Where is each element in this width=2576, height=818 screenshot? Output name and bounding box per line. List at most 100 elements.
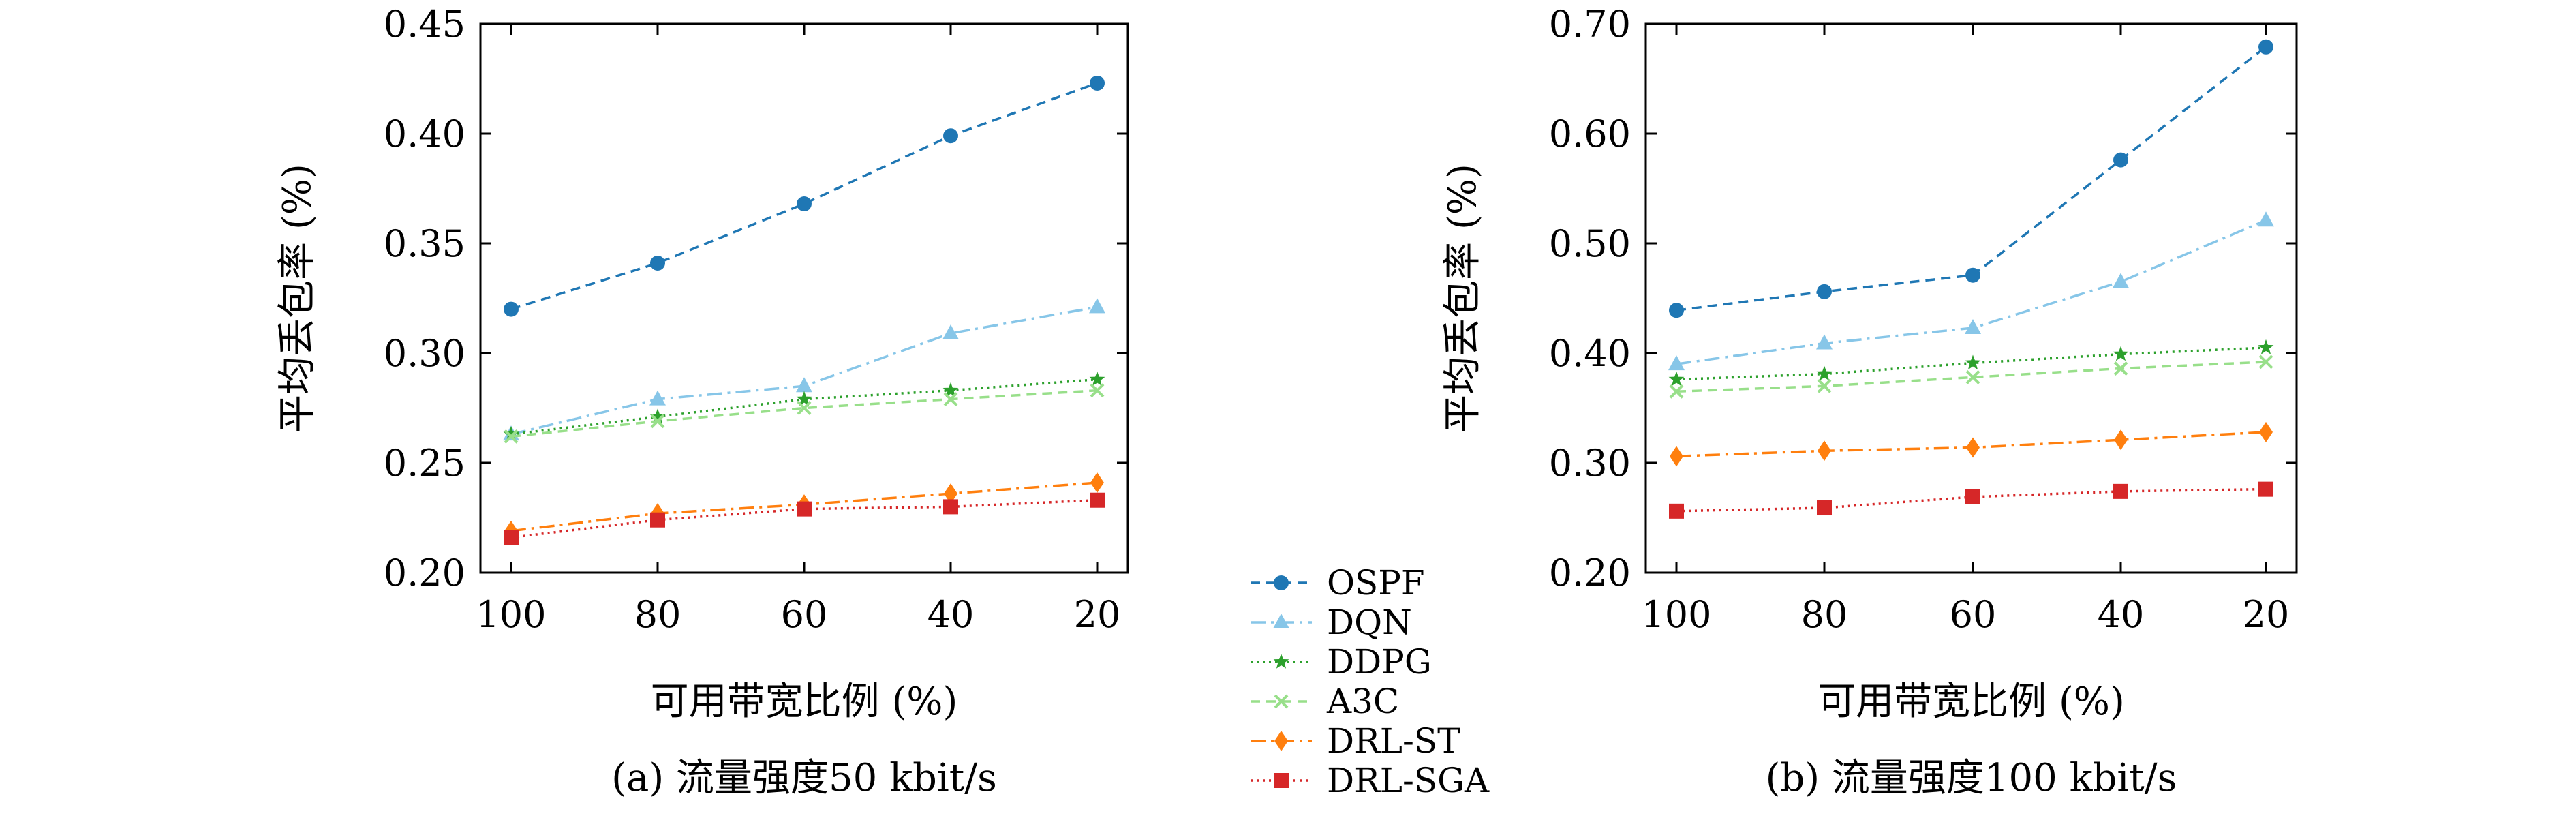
chart-a-point-a3c — [797, 401, 812, 415]
chart-b-series-ddpg — [1668, 339, 2274, 387]
chart-b-series-a3c — [1669, 354, 2273, 399]
chart-b-frame — [1644, 22, 2298, 574]
chart-b-point-ospf — [1817, 284, 1832, 299]
chart-a-point-ospf — [943, 128, 958, 144]
chart-a-point-ospf — [650, 255, 665, 271]
chart-b-ytick-label: 0.20 — [1549, 551, 1631, 594]
chart-b-caption: (b) 流量强度100 kbit/s — [1766, 756, 2177, 800]
chart-a-ytick-label: 0.20 — [384, 551, 465, 594]
legend-label-ospf: OSPF — [1327, 563, 1425, 603]
chart-b-series-drl-sga — [1669, 481, 2273, 519]
legend-entry-a3c: A3C — [1251, 682, 1399, 721]
chart-a-point-a3c — [504, 429, 519, 444]
chart-b-series-line-a3c — [1676, 361, 2267, 393]
chart-a-point-dqn — [942, 324, 959, 340]
chart-b-point-ddpg — [1668, 371, 1685, 387]
chart-a-series-dqn — [503, 298, 1105, 441]
chart-b-point-dqn — [1668, 355, 1685, 371]
chart-a-ytick-label: 0.45 — [384, 3, 465, 46]
chart-a-xtick-label: 40 — [927, 593, 975, 636]
chart-b-ytick-label: 0.50 — [1549, 222, 1631, 265]
legend-entry-dqn: DQN — [1251, 603, 1412, 642]
chart-a-point-dqn — [1089, 298, 1105, 314]
chart-a-point-drl-st — [1090, 472, 1104, 493]
chart-a-series-line-ospf — [510, 82, 1098, 311]
chart-b-point-a3c — [1817, 378, 1832, 393]
chart-a-point-dqn — [649, 390, 666, 406]
legend-entry-drl-st: DRL-ST — [1251, 721, 1460, 761]
chart-a-xtick-label: 100 — [476, 593, 546, 636]
chart-b-point-ospf — [2113, 152, 2128, 168]
chart-b-point-ddpg — [2258, 339, 2274, 354]
chart-a-point-ddpg — [649, 408, 666, 424]
chart-a-point-drl-sga — [797, 501, 812, 517]
legend-label-a3c: A3C — [1326, 682, 1399, 721]
chart-a-point-ospf — [797, 196, 812, 212]
chart-a-point-drl-sga — [943, 499, 958, 515]
chart-b-xtick-label: 40 — [2098, 593, 2145, 636]
chart-b-point-drl-st — [1670, 446, 1683, 467]
chart-a-xtick-label: 60 — [781, 593, 828, 636]
chart-b-point-drl-st — [2259, 421, 2273, 442]
chart-b-point-drl-st — [1966, 437, 1980, 458]
chart-b-point-ospf — [2258, 39, 2273, 55]
chart-a-series-ddpg — [503, 371, 1105, 441]
legend-entry-ospf: OSPF — [1251, 563, 1425, 603]
chart-b-ytick-label: 0.40 — [1549, 332, 1631, 375]
legend-marker-ddpg — [1273, 654, 1289, 669]
chart-a-ytick-label: 0.35 — [384, 222, 465, 265]
chart-a-series-line-dqn — [510, 305, 1098, 436]
chart-b-point-dqn — [2258, 211, 2274, 227]
chart-a-point-ospf — [504, 301, 519, 317]
chart-b-point-a3c — [2113, 361, 2128, 376]
chart-b: 0.20 0.30 0.40 0.50 0.60 0.70 100 80 60 40 20 可用带宽比… — [1441, 3, 2298, 800]
chart-b-series-dqn — [1668, 211, 2274, 371]
chart-b-series-line-drl-sga — [1676, 487, 2267, 513]
chart-b-xlabel: 可用带宽比例 (%) — [1818, 680, 2125, 724]
chart-b-point-dqn — [1816, 334, 1833, 350]
legend-entry-drl-sga: DRL-SGA — [1251, 761, 1490, 800]
chart-a: 0.20 0.25 0.30 0.35 0.40 0.45 100 80 60 40 20 可用带宽比… — [275, 3, 1129, 800]
chart-a-point-ddpg — [503, 426, 519, 441]
chart-a-ytick-label: 0.25 — [384, 442, 465, 485]
legend-marker-dqn — [1273, 614, 1289, 628]
legend-marker-drl-st — [1274, 731, 1288, 751]
legend-entry-ddpg: DDPG — [1251, 642, 1432, 682]
legend-marker-a3c — [1274, 694, 1289, 709]
legend-marker-ospf — [1274, 575, 1289, 590]
chart-b-xtick-label: 20 — [2243, 593, 2290, 636]
legend-label-ddpg: DDPG — [1327, 642, 1432, 682]
chart-a-point-drl-sga — [650, 512, 665, 528]
chart-b-series-ospf — [1669, 39, 2273, 318]
chart-a-point-a3c — [1090, 383, 1105, 398]
legend-label-drl-st: DRL-ST — [1327, 721, 1460, 761]
chart-b-point-ddpg — [1965, 354, 1981, 370]
legend-label-dqn: DQN — [1327, 603, 1412, 642]
chart-b-point-dqn — [1965, 318, 1981, 334]
chart-b-point-drl-st — [1818, 440, 1831, 461]
chart-a-ytick-label: 0.30 — [384, 332, 465, 375]
chart-b-point-drl-sga — [1965, 489, 1980, 504]
chart-b-series-line-dqn — [1676, 219, 2267, 365]
chart-a-xtick-label: 20 — [1074, 593, 1121, 636]
chart-b-point-ddpg — [2113, 346, 2129, 361]
chart-a-point-dqn — [796, 377, 812, 393]
chart-a-point-drl-sga — [504, 530, 519, 545]
chart-a-point-ddpg — [796, 391, 812, 406]
chart-a-series-drl-sga — [504, 492, 1105, 545]
chart-b-point-dqn — [2113, 273, 2129, 288]
chart-b-series-drl-st — [1670, 421, 2273, 467]
chart-a-frame — [479, 22, 1129, 574]
chart-a-ylabel: 平均丢包率 (%) — [275, 164, 320, 433]
chart-a-series-line-a3c — [510, 389, 1098, 438]
chart-a-point-drl-sga — [1090, 492, 1105, 508]
chart-b-xtick-label: 80 — [1801, 593, 1848, 636]
chart-a-ytick-label: 0.40 — [384, 112, 465, 155]
chart-b-ytick-label: 0.70 — [1549, 3, 1631, 46]
chart-a-point-a3c — [650, 414, 665, 429]
chart-a-xtick-label: 80 — [634, 593, 681, 636]
chart-a-series-a3c — [504, 383, 1105, 444]
chart-b-xtick-label: 60 — [1950, 593, 1997, 636]
